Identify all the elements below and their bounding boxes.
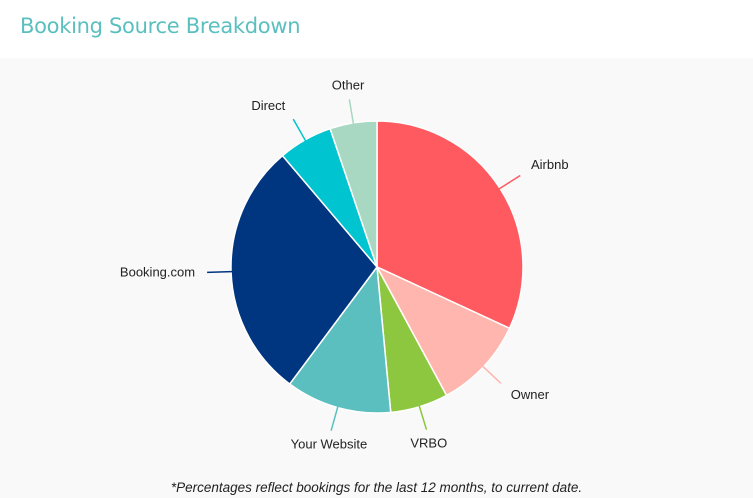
leader-line (496, 174, 521, 192)
leader-line (330, 403, 340, 431)
slice-label: Direct (251, 98, 285, 113)
leader-line (348, 99, 355, 128)
footnote: *Percentages reflect bookings for the la… (170, 480, 583, 495)
slice-label: VRBO (410, 435, 447, 450)
slice-label: Other (332, 77, 365, 92)
leader-line (480, 363, 502, 384)
leader-line (417, 402, 428, 430)
leader-line (292, 118, 308, 144)
slice-label: Airbnb (531, 157, 569, 172)
slice-label: Owner (511, 387, 550, 402)
leader-line (207, 270, 236, 274)
slice-label: Booking.com (120, 265, 195, 280)
page-title: Booking Source Breakdown (20, 14, 301, 38)
slice-label: Your Website (291, 436, 368, 451)
